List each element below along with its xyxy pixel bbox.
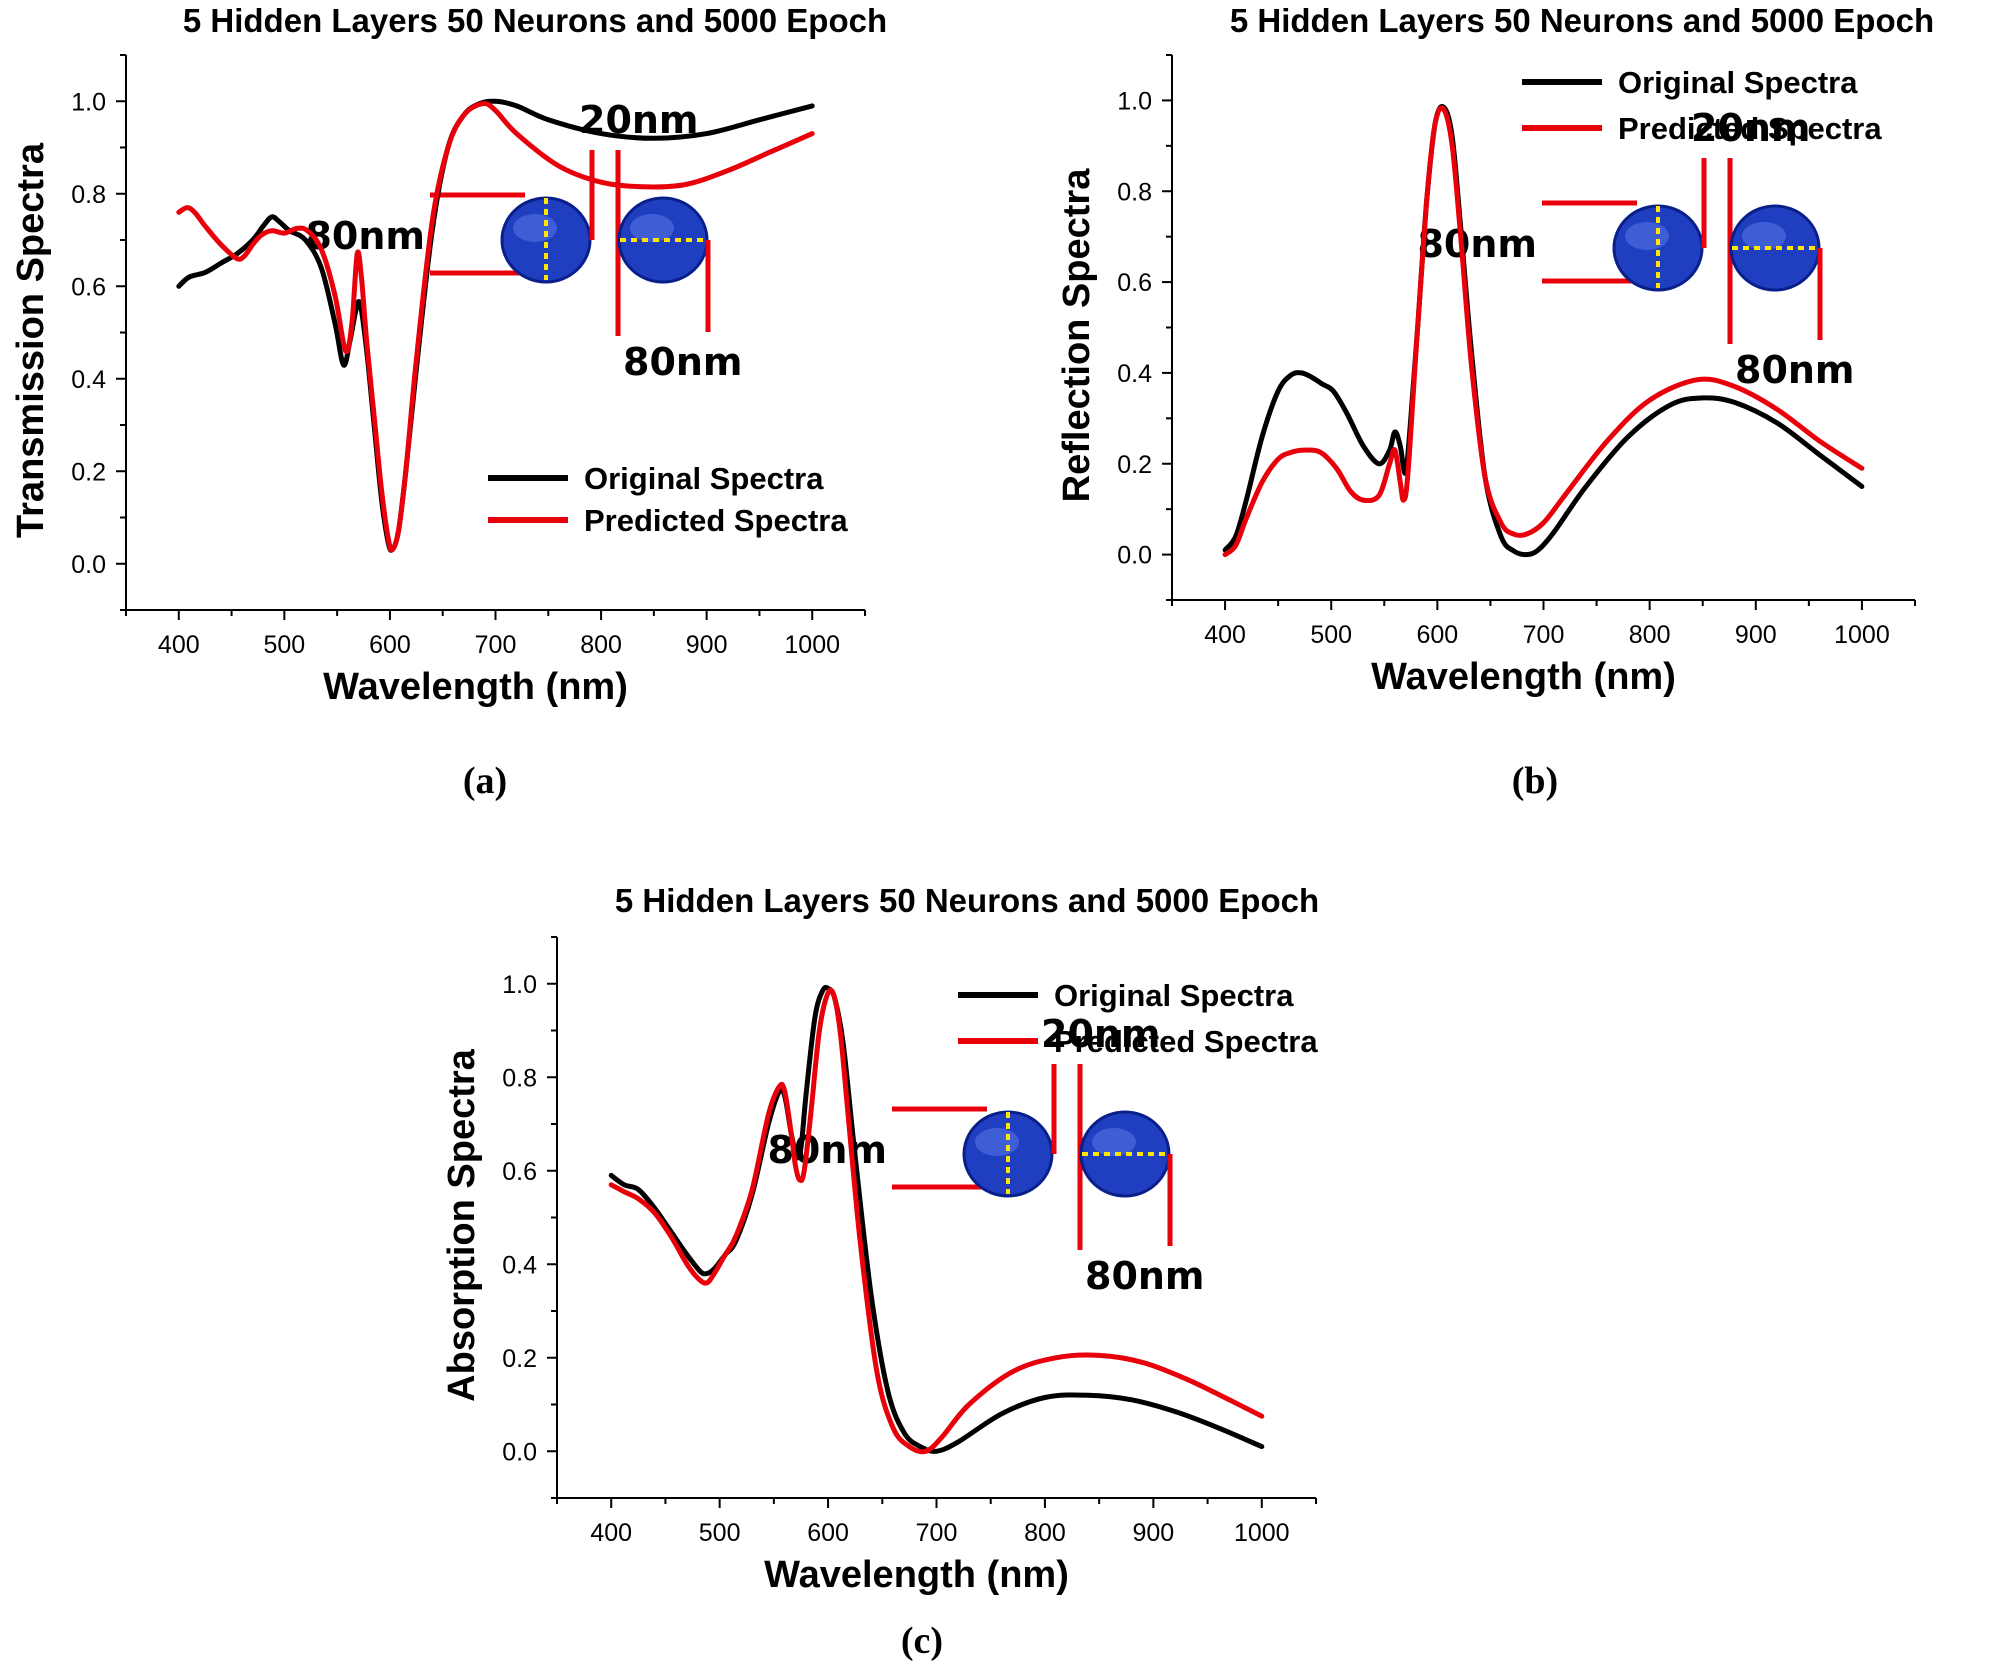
legend-label-original: Original Spectra (1054, 978, 1294, 1013)
y-tick-label: 0.0 (1117, 542, 1152, 570)
y-tick-label: 0.2 (502, 1345, 537, 1373)
dimension-label-diameter-bottom: 80nm (1735, 348, 1855, 392)
x-tick-label: 600 (369, 631, 411, 659)
x-axis-label: Wavelength (nm) (764, 1554, 1069, 1596)
y-tick-label: 1.0 (502, 971, 537, 999)
y-tick-label: 0.4 (71, 366, 106, 394)
panel-caption: (b) (1512, 760, 1558, 802)
x-tick-label: 1000 (1834, 621, 1890, 649)
x-tick-label: 800 (580, 631, 622, 659)
nanoparticle-1-highlight (975, 1128, 1019, 1156)
series-line-original (608, 984, 1265, 1454)
dimension-label-gap: 20nm (1041, 1012, 1161, 1056)
x-tick-label: 800 (1629, 621, 1671, 649)
legend-label-original: Original Spectra (1618, 65, 1858, 100)
x-tick-label: 700 (916, 1519, 958, 1547)
y-axis-label: Transmission Spectra (10, 142, 52, 538)
y-tick-label: 0.0 (502, 1438, 537, 1466)
nanoparticle-1-highlight (513, 214, 557, 242)
x-tick-label: 600 (807, 1519, 849, 1547)
series-line-predicted (608, 987, 1265, 1455)
x-tick-label: 900 (1132, 1519, 1174, 1547)
series-line-predicted (176, 100, 815, 553)
y-tick-label: 0.8 (1117, 178, 1152, 206)
y-tick-label: 1.0 (71, 88, 106, 116)
legend-label-predicted: Predicted Spectra (1618, 111, 1882, 146)
y-tick-label: 0.0 (71, 551, 106, 579)
y-tick-label: 0.4 (502, 1251, 537, 1279)
nanoparticle-2-highlight (1742, 222, 1786, 250)
y-tick-label: 0.8 (502, 1064, 537, 1092)
x-tick-label: 900 (1735, 621, 1777, 649)
x-tick-label: 800 (1024, 1519, 1066, 1547)
dimension-label-gap: 20nm (1691, 106, 1811, 150)
dimension-label-diameter-bottom: 80nm (623, 340, 743, 384)
x-tick-label: 500 (699, 1519, 741, 1547)
x-tick-label: 700 (475, 631, 517, 659)
y-axis-label: Reflection Spectra (1056, 168, 1098, 503)
x-tick-label: 700 (1523, 621, 1565, 649)
panel-caption: (a) (463, 760, 507, 802)
y-axis-label: Absorption Spectra (441, 1048, 483, 1401)
x-tick-label: 500 (263, 631, 305, 659)
legend-label-predicted: Predicted Spectra (1054, 1024, 1318, 1059)
x-tick-label: 1000 (1234, 1519, 1290, 1547)
y-tick-label: 0.6 (502, 1158, 537, 1186)
chart-title: 5 Hidden Layers 50 Neurons and 5000 Epoc… (183, 2, 887, 39)
dimension-label-diameter-left: 80nm (305, 214, 425, 258)
chart-panel-c: 5 Hidden Layers 50 Neurons and 5000 Epoc… (441, 882, 1319, 1662)
series-line-predicted (1222, 105, 1865, 558)
x-tick-label: 400 (590, 1519, 632, 1547)
x-tick-label: 400 (158, 631, 200, 659)
dimension-label-diameter-left: 80nm (767, 1128, 887, 1172)
y-tick-label: 0.2 (1117, 451, 1152, 479)
x-axis-label: Wavelength (nm) (1371, 656, 1676, 698)
nanoparticle-2-highlight (1092, 1128, 1136, 1156)
x-tick-label: 1000 (784, 631, 840, 659)
panel-caption: (c) (901, 1620, 943, 1662)
legend-label-predicted: Predicted Spectra (584, 503, 848, 538)
dimension-label-diameter-left: 80nm (1417, 222, 1537, 266)
nanoparticle-1-highlight (1625, 222, 1669, 250)
chart-panel-a: 5 Hidden Layers 50 Neurons and 5000 Epoc… (10, 2, 887, 802)
y-tick-label: 0.8 (71, 181, 106, 209)
x-tick-label: 500 (1310, 621, 1352, 649)
y-tick-label: 0.2 (71, 458, 106, 486)
x-tick-label: 900 (686, 631, 728, 659)
nanoparticle-2-highlight (630, 214, 674, 242)
dimension-label-diameter-bottom: 80nm (1085, 1254, 1205, 1298)
chart-panel-b: 5 Hidden Layers 50 Neurons and 5000 Epoc… (1056, 2, 1934, 802)
y-tick-label: 0.6 (71, 273, 106, 301)
x-tick-label: 600 (1416, 621, 1458, 649)
x-tick-label: 400 (1204, 621, 1246, 649)
x-axis-label: Wavelength (nm) (323, 666, 628, 708)
y-tick-label: 1.0 (1117, 87, 1152, 115)
chart-title: 5 Hidden Layers 50 Neurons and 5000 Epoc… (1230, 2, 1934, 39)
y-tick-label: 0.6 (1117, 269, 1152, 297)
legend-label-original: Original Spectra (584, 461, 824, 496)
y-tick-label: 0.4 (1117, 360, 1152, 388)
chart-title: 5 Hidden Layers 50 Neurons and 5000 Epoc… (615, 882, 1319, 919)
